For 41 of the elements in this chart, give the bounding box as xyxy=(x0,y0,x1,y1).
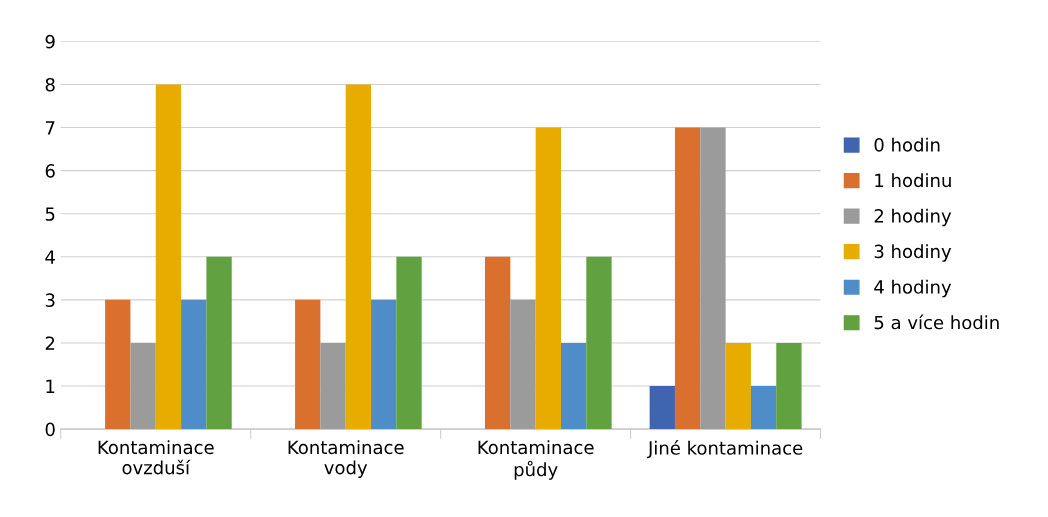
y-tick-label: 6 xyxy=(45,164,55,178)
bar xyxy=(485,256,511,430)
legend-label: 5 a více hodin xyxy=(874,314,999,330)
legend-label: 1 hodinu xyxy=(875,173,951,188)
legend-label: 3 hodiny xyxy=(874,244,952,262)
bar xyxy=(510,299,536,430)
bar xyxy=(535,127,561,430)
x-tick-label: Kontaminace půdy xyxy=(478,440,594,480)
y-tick-label: 9 xyxy=(45,34,55,49)
x-tick-label: Jiné kontaminace xyxy=(647,440,803,459)
y-tick-label: 3 xyxy=(45,293,55,307)
y-tick-label: 0 xyxy=(45,422,55,437)
bar xyxy=(776,342,802,430)
bar xyxy=(750,386,777,430)
legend-label: 4 hodiny xyxy=(874,279,952,298)
bar xyxy=(725,342,751,430)
bar xyxy=(345,84,372,430)
x-tick-label: Kontaminace ovzduší xyxy=(98,440,214,475)
bar xyxy=(155,84,182,430)
bar xyxy=(320,342,346,430)
bar xyxy=(674,127,701,430)
bar xyxy=(396,256,422,430)
bar xyxy=(105,299,131,430)
y-tick-label: 7 xyxy=(45,121,55,135)
y-tick-label: 1 xyxy=(46,379,55,393)
y-tick-label: 8 xyxy=(45,77,55,92)
bar xyxy=(130,342,156,430)
bar xyxy=(586,256,612,430)
bar xyxy=(700,127,726,430)
bar xyxy=(181,299,207,430)
bar xyxy=(371,299,397,430)
y-tick-label: 2 xyxy=(45,336,55,350)
bar xyxy=(649,386,675,430)
y-tick-label: 5 xyxy=(45,207,55,221)
y-tick-label: 4 xyxy=(45,250,55,264)
bar xyxy=(560,342,587,430)
bar xyxy=(206,256,232,430)
x-tick-label: Kontaminace vody xyxy=(288,440,404,478)
legend-label: 2 hodiny xyxy=(874,208,952,227)
bar xyxy=(295,299,321,430)
legend-label: 0 hodin xyxy=(874,137,940,152)
